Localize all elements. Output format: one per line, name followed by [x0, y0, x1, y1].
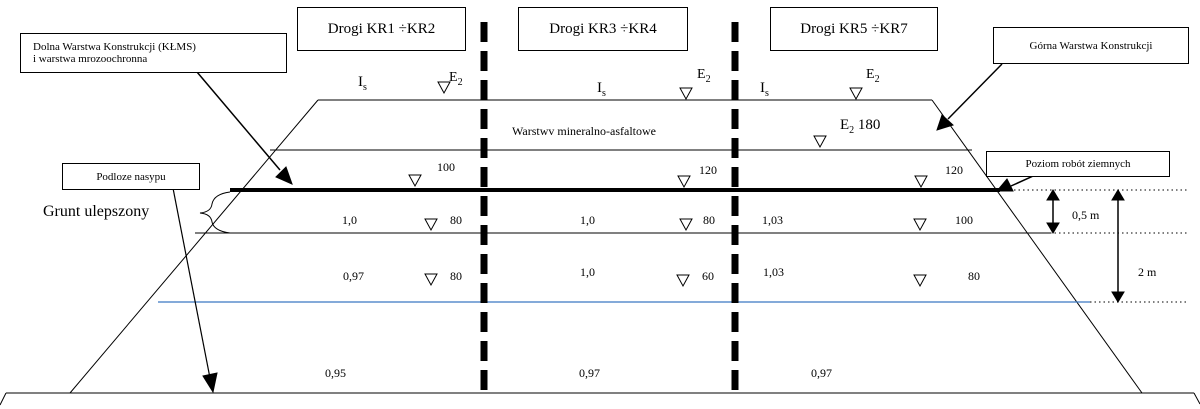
header-kr3-kr4-label: Drogi KR3 ÷KR4	[549, 20, 657, 37]
marker-row0-col3	[914, 175, 928, 189]
col1-row2-is-value: 0,97	[343, 269, 364, 283]
embankment-right-slope	[931, 99, 1143, 394]
marker-top-col2	[679, 87, 693, 101]
callout-upper-layer: Górna Warstwa Konstrukcji	[993, 27, 1189, 64]
col2-row2-is-value: 1,0	[580, 265, 595, 279]
col3-bottom-is-value: 0,97	[811, 366, 832, 380]
callout-subgrade: Podloze nasypu	[62, 163, 200, 190]
col3-row1-e2-value: 100	[955, 213, 973, 227]
marker-row2-col2	[676, 274, 690, 288]
col2-top-e2-value: 120	[699, 163, 717, 177]
header-kr5-kr7-label: Drogi KR5 ÷KR7	[800, 20, 908, 37]
level-markers	[408, 81, 928, 288]
header-box-kr1-kr2: Drogi KR1 ÷KR2	[297, 7, 466, 51]
col2-row1-is-value: 1,0	[580, 213, 595, 227]
is-label-col2: Is	[597, 80, 606, 99]
e2-180-label: E2 180	[840, 117, 881, 136]
upper-layer-callout-arrow	[936, 63, 1003, 131]
e2-label-col3: E2	[866, 67, 880, 85]
lower-layer-callout-arrow	[196, 71, 293, 185]
col3-row2-e2-value: 80	[968, 269, 980, 283]
col2-row1-e2-value: 80	[703, 213, 715, 227]
col2-row2-e2-value: 60	[702, 269, 714, 283]
callout-earthworks-level-label: Poziom robót ziemnych	[1025, 158, 1131, 170]
marker-row1-col2	[679, 218, 693, 232]
improved-soil-brace	[199, 191, 231, 234]
dimension-0-5m-label: 0,5 m	[1072, 208, 1100, 222]
callout-lower-layer: Dolna Warstwa Konstrukcji (KŁMS) i warst…	[20, 33, 287, 73]
e2-label-col2: E2	[697, 67, 711, 85]
marker-top-col1	[437, 81, 451, 95]
marker-row0-col1	[408, 174, 422, 188]
marker-row0-col2	[677, 175, 691, 189]
embankment-left-slope	[69, 99, 319, 394]
col3-row2-is-value: 1,03	[763, 265, 784, 279]
e2-label-col1: E2	[449, 70, 463, 88]
marker-row1-col1	[424, 218, 438, 232]
e2-180-value: 180	[857, 117, 881, 133]
col1-top-e2-value: 100	[437, 160, 455, 174]
col1-row1-is-value: 1,0	[342, 213, 357, 227]
ground-tail-left	[0, 392, 7, 406]
col1-row2-e2-value: 80	[450, 269, 462, 283]
marker-row2-col1	[424, 273, 438, 287]
callout-lower-layer-line2: i warstwa mrozoochronna	[33, 53, 148, 65]
col1-row1-e2-value: 80	[450, 213, 462, 227]
dimension-0-5m-arrow	[1046, 189, 1060, 234]
callout-earthworks-level: Poziom robót ziemnych	[986, 151, 1170, 177]
marker-row2-col3	[913, 274, 927, 288]
callout-upper-layer-label: Górna Warstwa Konstrukcji	[1029, 39, 1153, 52]
header-box-kr5-kr7: Drogi KR5 ÷KR7	[770, 7, 938, 51]
is-label-col3: Is	[760, 80, 769, 99]
col2-bottom-is-value: 0,97	[579, 366, 600, 380]
callout-subgrade-label: Podloze nasypu	[96, 170, 166, 183]
asphalt-layers-label: Warstwv mineralno-asfaltowe	[512, 124, 656, 138]
improved-soil-label: Grunt ulepszony	[43, 203, 150, 220]
callout-lower-layer-line1: Dolna Warstwa Konstrukcji (KŁMS)	[33, 41, 196, 53]
subgrade-callout-arrow	[171, 182, 218, 394]
marker-row1-col3	[913, 218, 927, 232]
marker-top-col3	[849, 87, 863, 101]
col1-bottom-is-value: 0,95	[325, 366, 346, 380]
ground-tail-right	[1193, 392, 1200, 405]
marker-asphalt-180	[813, 135, 827, 149]
col3-top-e2-value: 120	[945, 163, 963, 177]
is-label-col1: Is	[358, 74, 367, 93]
dimension-2m-arrow	[1111, 189, 1125, 303]
header-box-kr3-kr4: Drogi KR3 ÷KR4	[518, 7, 688, 51]
dimension-2m-label: 2 m	[1138, 265, 1157, 279]
header-kr1-kr2-label: Drogi KR1 ÷KR2	[327, 20, 436, 37]
col3-row1-is-value: 1,03	[762, 213, 783, 227]
